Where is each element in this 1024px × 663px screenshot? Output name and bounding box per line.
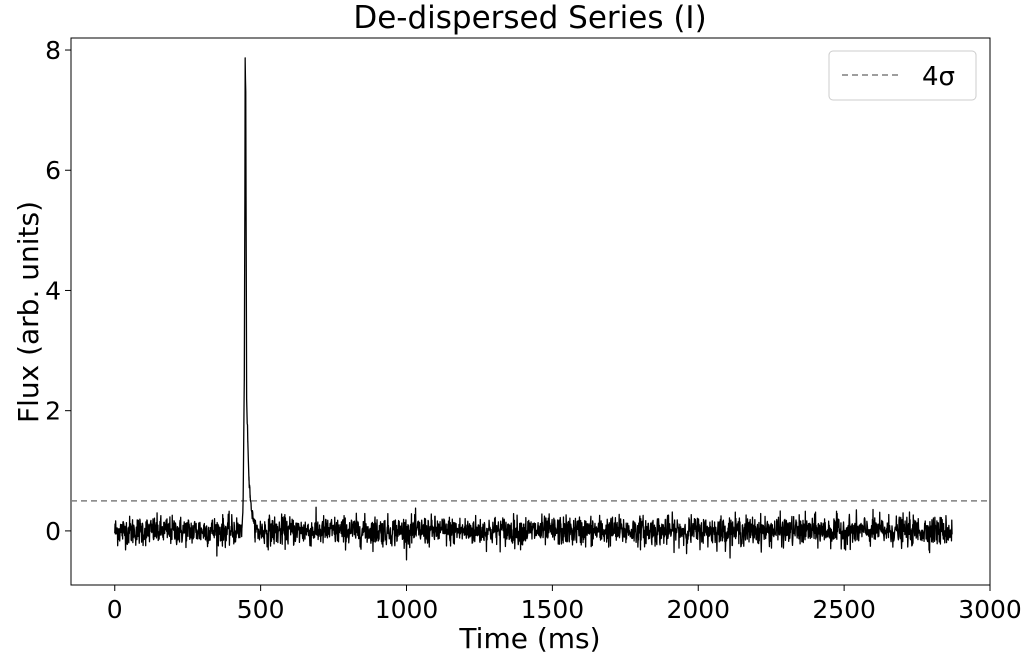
legend-label-4sigma: 4σ bbox=[922, 62, 955, 92]
x-tick-label: 0 bbox=[107, 595, 123, 624]
y-tick-label: 2 bbox=[45, 397, 61, 426]
y-tick-label: 8 bbox=[45, 36, 61, 65]
x-axis-label: Time (ms) bbox=[458, 622, 600, 655]
y-axis-ticks: 0 2 4 6 8 bbox=[45, 36, 71, 546]
series-line bbox=[114, 57, 953, 561]
x-axis-ticks: 0 500 1000 1500 2000 2500 3000 bbox=[107, 585, 1022, 624]
plot-frame bbox=[70, 37, 991, 586]
x-tick-label: 2500 bbox=[812, 595, 876, 624]
y-axis-label: Flux (arb. units) bbox=[12, 201, 45, 423]
x-tick-label: 500 bbox=[237, 595, 285, 624]
chart-title: De-dispersed Series (I) bbox=[353, 0, 706, 36]
x-tick-label: 1500 bbox=[521, 595, 585, 624]
x-tick-label: 1000 bbox=[375, 595, 439, 624]
legend-box bbox=[828, 50, 977, 101]
x-tick-label: 3000 bbox=[958, 595, 1022, 624]
y-tick-label: 0 bbox=[45, 517, 61, 546]
y-tick-label: 4 bbox=[45, 276, 61, 305]
y-tick-label: 6 bbox=[45, 156, 61, 185]
x-tick-label: 2000 bbox=[666, 595, 730, 624]
legend: 4σ bbox=[828, 50, 977, 101]
